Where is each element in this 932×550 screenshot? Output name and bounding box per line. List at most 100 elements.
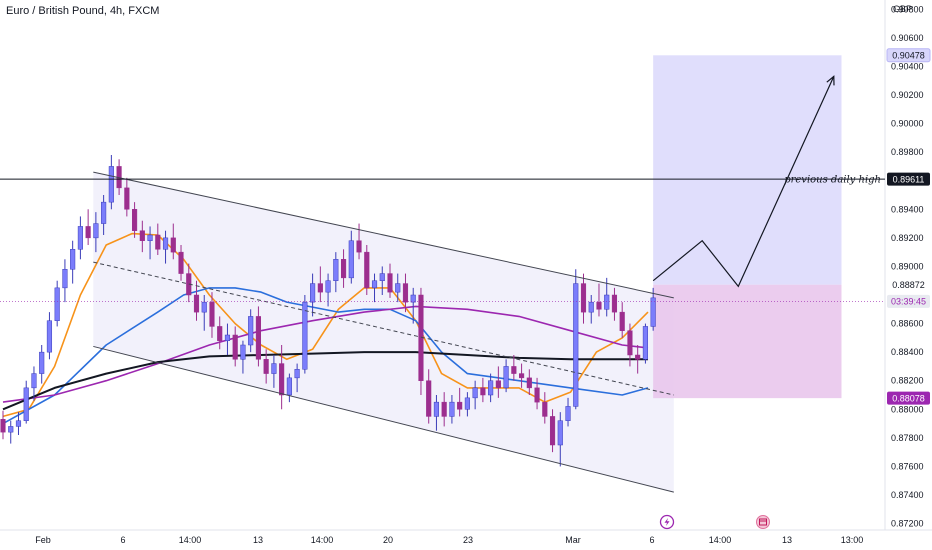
- candle-body: [162, 237, 169, 250]
- candle-body: [433, 401, 440, 417]
- y-tick-label: 0.88000: [891, 404, 924, 414]
- candle-body: [604, 294, 610, 310]
- candle-body: [588, 301, 594, 313]
- y-tick-label: 0.88200: [891, 376, 924, 386]
- candle-body: [155, 234, 161, 250]
- price-tag-label: 0.90478: [892, 50, 925, 60]
- x-tick-label: 13:00: [841, 535, 864, 545]
- y-tick-label: 0.89400: [891, 204, 924, 214]
- chart-title: Euro / British Pound, 4h, FXCM: [6, 5, 160, 17]
- calendar-icon-ring: [756, 515, 770, 529]
- y-tick-label: 0.89000: [891, 261, 924, 271]
- candle-body: [557, 420, 563, 446]
- candle-body: [511, 366, 517, 374]
- channel-upper-line: [93, 171, 674, 299]
- moving-average-line-4: [2, 351, 648, 411]
- candle-body: [340, 259, 347, 279]
- price-tag-label: 0.88872: [892, 280, 925, 290]
- candle-body: [426, 380, 432, 417]
- previous-daily-high-label: previous daily high: [784, 175, 881, 186]
- candle-body: [178, 251, 184, 274]
- currency-label: GBP: [893, 4, 912, 14]
- candle-body: [310, 283, 316, 303]
- x-tick-label: 14:00: [179, 535, 202, 545]
- candle-body: [302, 301, 308, 370]
- candle-body: [294, 369, 300, 379]
- candle-body: [519, 373, 525, 379]
- x-tick-label: 13: [782, 535, 792, 545]
- candle-body: [31, 373, 37, 389]
- x-tick-label: Mar: [565, 535, 581, 545]
- candle-body: [542, 401, 548, 417]
- candle-body: [108, 166, 114, 203]
- y-tick-label: 0.87200: [891, 519, 924, 529]
- lightning-icon[interactable]: [659, 514, 675, 530]
- y-tick-label: 0.87600: [891, 461, 924, 471]
- candle-body: [62, 269, 68, 289]
- projection-arrowhead: [826, 75, 835, 86]
- candle-body: [124, 187, 130, 210]
- candle-body: [232, 334, 238, 360]
- channel-lower-line: [93, 345, 674, 493]
- candle-body: [495, 380, 501, 389]
- price-tag-label: 0.88078: [892, 393, 925, 403]
- candle-body: [472, 387, 478, 399]
- candle-body: [596, 301, 602, 310]
- price-tag-label: 0.89611: [893, 174, 925, 184]
- candle-body: [395, 283, 401, 293]
- candle-body: [201, 301, 207, 313]
- x-tick-label: 6: [120, 535, 125, 545]
- y-tick-label: 0.90800: [891, 4, 924, 14]
- candle-body: [248, 316, 254, 346]
- y-tick-label: 0.89800: [891, 147, 924, 157]
- candle-body: [565, 406, 571, 421]
- moving-average-line-3: [2, 305, 649, 403]
- x-tick-label: 13: [253, 535, 263, 545]
- calendar-icon-frame: [759, 518, 767, 526]
- candle-body: [635, 354, 641, 360]
- candle-body: [549, 416, 556, 446]
- candle-body: [77, 226, 83, 250]
- candle-body: [356, 240, 362, 253]
- candle-body: [441, 401, 447, 417]
- candle-body: [70, 249, 76, 270]
- candle-body: [317, 283, 323, 293]
- candle-body: [15, 420, 22, 427]
- candle-body: [0, 419, 6, 433]
- candle-body: [503, 366, 509, 389]
- candle-body: [170, 237, 176, 253]
- price-tag-level: [887, 172, 930, 186]
- candle-body: [534, 387, 540, 403]
- moving-average-line-1: [2, 232, 649, 418]
- candle-body: [642, 326, 648, 360]
- candle-body: [217, 326, 223, 341]
- candle-body: [364, 251, 370, 289]
- candle-body: [325, 280, 331, 293]
- candle-body: [333, 259, 339, 281]
- candle-body: [650, 297, 656, 327]
- candle-body: [387, 273, 393, 293]
- projection-path: [652, 76, 835, 288]
- candle-body: [255, 316, 261, 360]
- candle-body: [379, 273, 385, 281]
- price-tag-stop: [887, 391, 930, 405]
- y-tick-label: 0.88600: [891, 319, 924, 329]
- calendar-icon[interactable]: [756, 515, 770, 529]
- candle-body: [457, 401, 463, 410]
- candle-body: [348, 240, 354, 279]
- price-tag-last: [887, 278, 930, 292]
- candle-body: [371, 280, 378, 289]
- candle-body: [402, 283, 409, 303]
- candle-body: [580, 283, 587, 313]
- candle-body: [54, 287, 60, 321]
- candle-body: [85, 226, 91, 239]
- x-tick-label: 6: [649, 535, 654, 545]
- candle-body: [271, 363, 277, 374]
- candle-body: [410, 294, 416, 303]
- candle-body: [279, 363, 285, 396]
- candle-body: [147, 234, 153, 241]
- y-tick-label: 0.90600: [891, 33, 924, 43]
- candle-body: [101, 201, 107, 224]
- moving-average-line-2: [2, 287, 649, 425]
